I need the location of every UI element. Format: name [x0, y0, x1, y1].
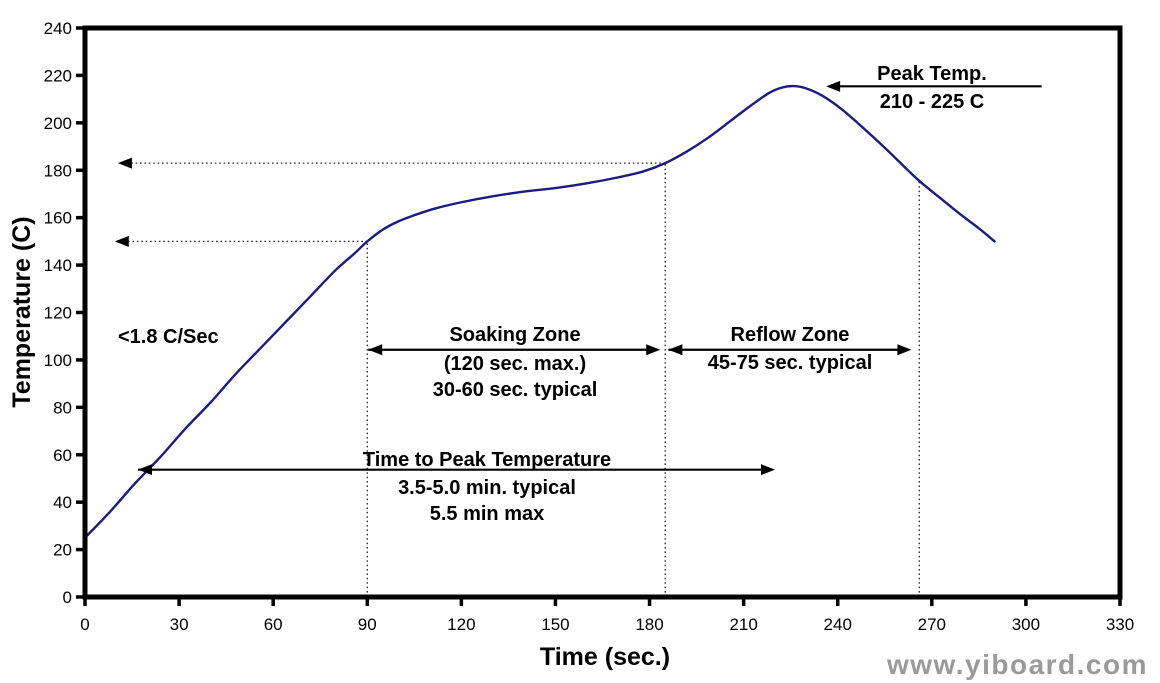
x-tick-label: 90	[358, 615, 377, 634]
axis-tick-labels: 0 20 40 60 80 100 120 140 160 180 200 220 240 0 30 60 90…	[44, 19, 1135, 634]
reflow-zone-arrow-tail-head	[668, 344, 683, 356]
y-tick-label: 100	[44, 351, 72, 370]
y-tick-label: 60	[53, 446, 72, 465]
x-tick-label: 0	[80, 615, 89, 634]
reflow-zone-arrow-head	[897, 344, 912, 356]
x-axis-title: Time (sec.)	[540, 643, 670, 671]
reflow-temperature-profile	[83, 84, 996, 539]
soaking-zone-arrow-head	[646, 344, 661, 356]
soaking-zone-arrow-tail-head	[368, 344, 383, 356]
y-tick-label: 240	[44, 19, 72, 38]
y-tick-label: 160	[44, 209, 72, 228]
x-tick-label: 270	[918, 615, 946, 634]
axis-ticks	[76, 26, 1122, 606]
y-tick-label: 0	[63, 588, 72, 607]
peak-temp-line2: 210 - 225 C	[880, 91, 985, 113]
y-tick-label: 200	[44, 114, 72, 133]
y-tick-label: 140	[44, 256, 72, 275]
y-axis-title: Temperature (C)	[8, 216, 36, 407]
y-tick-label: 80	[53, 398, 72, 417]
soaking-zone-line3: 30-60 sec. typical	[433, 379, 598, 401]
y-tick-label: 180	[44, 161, 72, 180]
peak-temp-arrow-head	[826, 80, 841, 92]
watermark: www.yiboard.com	[886, 649, 1148, 680]
x-tick-label: 120	[447, 615, 475, 634]
guide-arrowhead-left	[117, 157, 132, 169]
x-tick-label: 30	[170, 615, 189, 634]
reflow-zone-line2: 45-75 sec. typical	[708, 352, 873, 374]
time-to-peak-title: Time to Peak Temperature	[363, 449, 611, 471]
y-tick-label: 220	[44, 66, 72, 85]
x-tick-label: 300	[1012, 615, 1040, 634]
dotted-guide-lines	[114, 157, 920, 597]
soaking-zone-title: Soaking Zone	[449, 324, 580, 346]
y-tick-label: 120	[44, 304, 72, 323]
x-tick-label: 180	[635, 615, 663, 634]
plot-frame	[82, 25, 1123, 600]
guide-arrowhead-left	[114, 235, 129, 247]
y-tick-label: 40	[53, 493, 72, 512]
x-tick-label: 330	[1106, 615, 1134, 634]
x-tick-label: 60	[264, 615, 283, 634]
y-tick-label: 20	[53, 541, 72, 560]
reflow-zone-title: Reflow Zone	[731, 324, 850, 346]
soaking-zone-line2: (120 sec. max.)	[444, 353, 586, 375]
time-to-peak-line3: 5.5 min max	[430, 503, 545, 525]
time-to-peak-arrow-head	[761, 464, 775, 476]
x-tick-label: 150	[541, 615, 569, 634]
temperature-curve	[83, 84, 996, 539]
ramp-rate-label: <1.8 C/Sec	[118, 326, 219, 348]
x-tick-label: 240	[824, 615, 852, 634]
time-to-peak-arrow-tail-head	[138, 464, 153, 476]
time-to-peak-line2: 3.5-5.0 min. typical	[398, 477, 576, 499]
peak-temp-title: Peak Temp.	[877, 63, 987, 85]
x-tick-label: 210	[729, 615, 757, 634]
annotation-arrows	[138, 80, 1042, 476]
